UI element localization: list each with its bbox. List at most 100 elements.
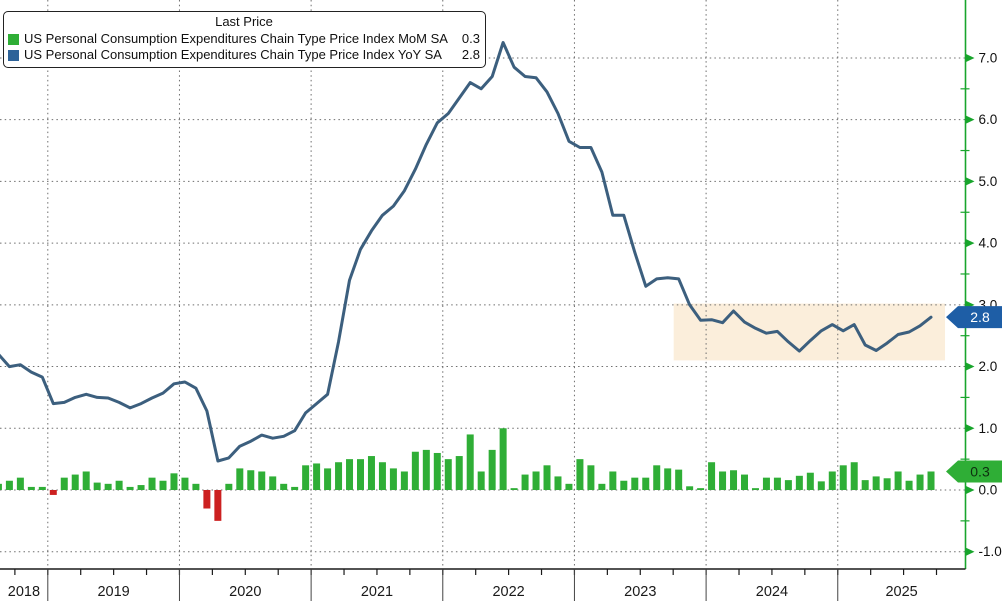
mom-bar	[302, 465, 310, 490]
mom-bar	[839, 465, 847, 490]
mom-bar	[214, 490, 222, 521]
last-price-badge-label: 2.8	[970, 309, 990, 325]
mom-bar	[324, 468, 332, 490]
mom-bar	[455, 456, 463, 490]
y-axis-tick-label: 0.0	[979, 483, 998, 498]
legend-row-mom: US Personal Consumption Expenditures Cha…	[8, 31, 480, 47]
y-axis-tick-arrow-icon	[966, 177, 975, 186]
mom-bar	[806, 472, 814, 490]
mom-bar	[675, 469, 683, 490]
mom-bar	[170, 473, 178, 490]
mom-bar	[411, 451, 419, 490]
mom-bar	[499, 428, 507, 490]
y-axis-tick-arrow-icon	[966, 486, 975, 494]
mom-bar	[773, 477, 781, 490]
mom-bar	[280, 483, 288, 490]
legend: Last Price US Personal Consumption Expen…	[3, 11, 486, 68]
mom-bar	[510, 488, 518, 490]
y-axis-tick-label: 2.0	[979, 359, 998, 374]
mom-bar	[532, 471, 540, 490]
mom-bar	[444, 459, 452, 490]
mom-bar	[313, 463, 321, 490]
mom-bar	[477, 471, 485, 490]
mom-bar	[872, 476, 880, 490]
mom-bar	[335, 462, 343, 490]
mom-bar	[927, 471, 935, 490]
mom-bar	[433, 452, 441, 490]
mom-bar	[883, 478, 891, 490]
x-axis-year-label: 2022	[492, 584, 524, 600]
mom-bar	[389, 468, 397, 490]
mom-bar	[576, 459, 584, 490]
mom-bar	[422, 449, 430, 490]
mom-bar	[356, 459, 364, 490]
y-axis-tick-arrow-icon	[966, 547, 975, 556]
y-axis-tick-arrow-icon	[966, 53, 975, 62]
mom-bar	[664, 468, 672, 490]
x-axis-year-label: 2018	[8, 584, 40, 600]
mom-bar	[346, 459, 354, 490]
x-axis-year-label: 2024	[756, 584, 788, 600]
mom-bar	[49, 490, 57, 495]
mom-bar	[400, 471, 408, 490]
mom-bar	[609, 471, 617, 490]
mom-bar	[543, 465, 551, 490]
y-axis-tick-label: 6.0	[979, 112, 998, 127]
mom-bar	[104, 483, 112, 490]
mom-bar	[620, 480, 628, 490]
mom-bar	[850, 462, 858, 490]
mom-bar	[554, 476, 562, 490]
mom-bar	[719, 471, 727, 490]
mom-last-price-badge	[946, 460, 1002, 483]
mom-bar	[71, 474, 79, 490]
mom-bar	[0, 483, 2, 490]
mom-bar	[247, 470, 255, 490]
mom-bar	[730, 470, 738, 490]
mom-bar	[38, 486, 46, 490]
mom-bar	[741, 474, 749, 490]
mom-bar	[466, 434, 474, 490]
mom-bar	[762, 477, 770, 490]
mom-bar	[905, 480, 913, 490]
x-axis-year-label: 2023	[624, 584, 656, 600]
x-axis-year-label: 2021	[361, 584, 393, 600]
yoy-series-label: US Personal Consumption Expenditures Cha…	[24, 47, 442, 62]
y-axis-tick-arrow-icon	[966, 239, 975, 248]
mom-bar	[751, 488, 759, 490]
mom-bar	[795, 475, 803, 490]
legend-title: Last Price	[215, 14, 273, 29]
x-axis-year-label: 2019	[97, 584, 129, 600]
mom-bar	[916, 474, 924, 490]
y-axis-tick-label: 1.0	[979, 421, 998, 436]
mom-bar	[828, 471, 836, 490]
y-axis-tick-arrow-icon	[966, 362, 975, 371]
yoy-series-swatch-icon	[8, 49, 19, 61]
mom-bar	[60, 477, 68, 490]
mom-bar	[697, 488, 705, 490]
mom-bar	[521, 474, 529, 490]
mom-bar	[27, 486, 35, 490]
highlight-band	[673, 303, 946, 361]
yoy-line	[0, 41, 933, 463]
yoy-series-value: 2.8	[461, 47, 480, 62]
mom-bar	[587, 465, 595, 490]
legend-row-yoy: US Personal Consumption Expenditures Cha…	[8, 47, 480, 63]
y-axis-tick-arrow-icon	[966, 115, 975, 124]
mom-bar	[598, 483, 606, 490]
mom-bar	[642, 477, 650, 490]
y-axis-tick-label: 4.0	[979, 236, 998, 251]
mom-bar	[686, 486, 694, 490]
mom-bar	[708, 462, 716, 490]
mom-series-label: US Personal Consumption Expenditures Cha…	[24, 31, 448, 46]
x-axis-year-label: 2025	[885, 584, 917, 600]
mom-bar	[159, 480, 167, 490]
mom-bar	[894, 471, 902, 490]
y-axis-tick-arrow-icon	[966, 424, 975, 433]
mom-bar	[258, 471, 266, 490]
mom-bar	[5, 480, 13, 490]
mom-bar	[784, 480, 792, 490]
mom-bar	[148, 477, 156, 490]
mom-bar	[817, 481, 825, 490]
mom-bar	[82, 471, 90, 490]
